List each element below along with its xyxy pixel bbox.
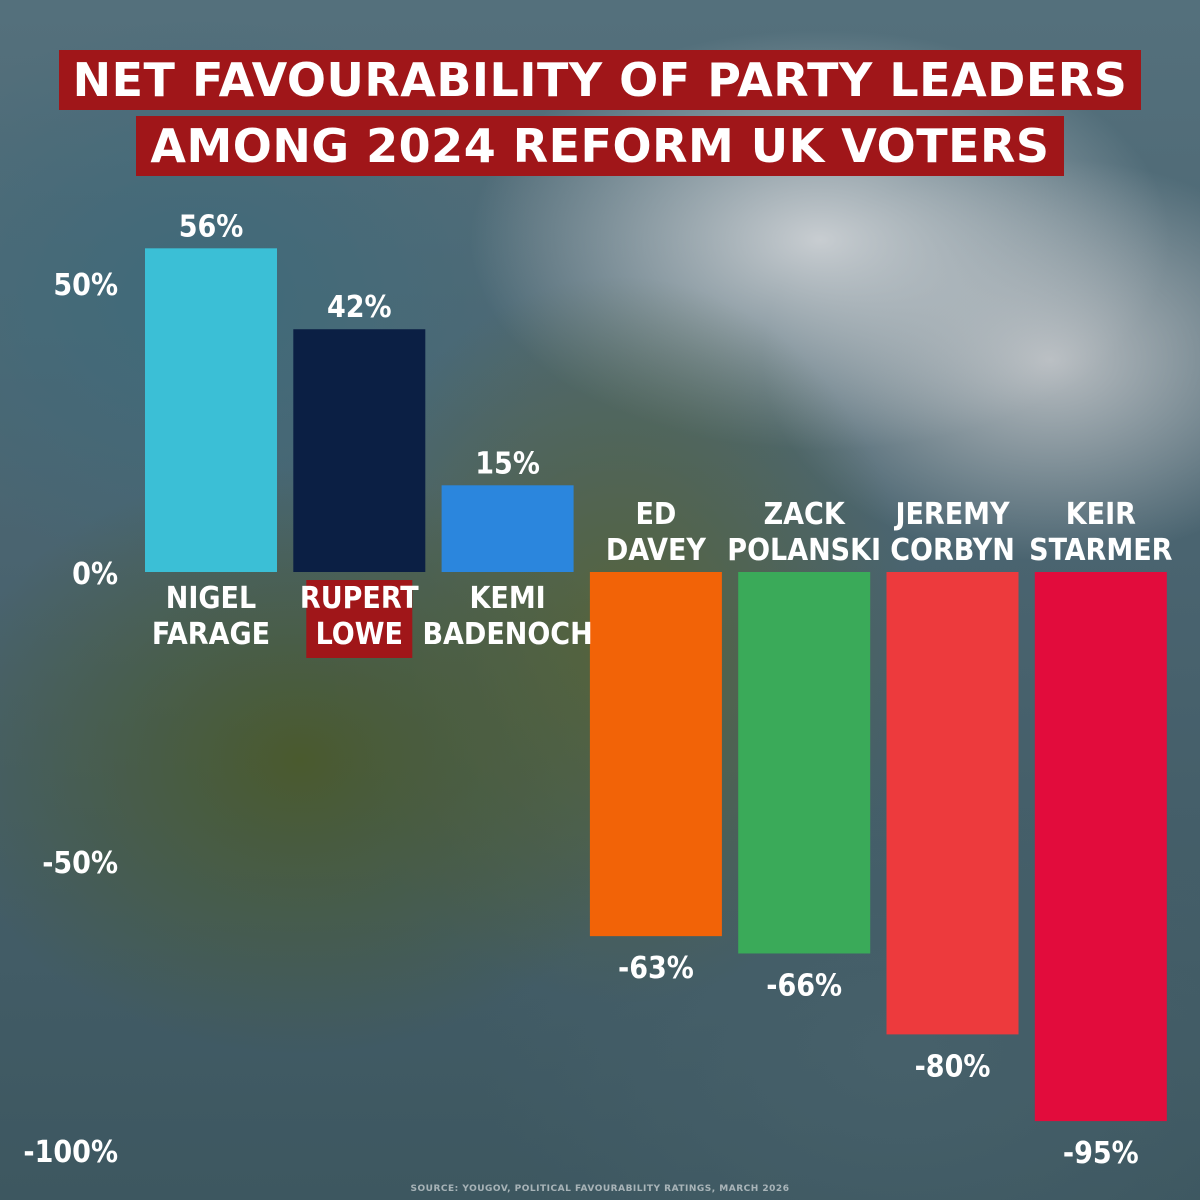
y-tick-label: 50%: [53, 268, 118, 303]
category-label: FARAGE: [152, 617, 270, 652]
category-label: CORBYN: [890, 533, 1015, 568]
bar: [589, 572, 722, 937]
data-label: -66%: [766, 968, 842, 1003]
category-label: ZACK: [764, 497, 846, 532]
category-label: KEIR: [1066, 497, 1136, 532]
data-label: 42%: [327, 290, 392, 325]
category-label: NIGEL: [166, 581, 256, 616]
category-label: LOWE: [316, 617, 403, 652]
bar: [886, 572, 1019, 1035]
category-label: DAVEY: [606, 533, 707, 568]
category-label: JEREMY: [893, 497, 1010, 532]
title-line-2: AMONG 2024 REFORM UK VOTERS: [136, 116, 1064, 176]
category-label: BADENOCH: [422, 617, 592, 652]
bar: [738, 572, 871, 954]
chart-title: NET FAVOURABILITY OF PARTY LEADERS AMONG…: [0, 50, 1200, 176]
y-axis: 50% 0% -50% -100%: [23, 268, 118, 1170]
bars: [145, 248, 1167, 1122]
y-tick-label: -100%: [23, 1135, 118, 1170]
bar: [1034, 572, 1167, 1122]
data-label: 56%: [179, 209, 244, 244]
y-tick-label: -50%: [42, 846, 118, 881]
category-label: POLANSKI: [727, 533, 881, 568]
bar: [293, 329, 426, 572]
category-label: RUPERT: [300, 581, 419, 616]
data-label: -80%: [915, 1049, 991, 1084]
title-line-1: NET FAVOURABILITY OF PARTY LEADERS: [58, 50, 1142, 110]
source-note: SOURCE: YOUGOV, POLITICAL FAVOURABILITY …: [410, 1184, 790, 1194]
bar: [441, 485, 574, 572]
data-label: -95%: [1063, 1136, 1139, 1171]
data-label: -63%: [618, 951, 694, 986]
category-highlight: [306, 580, 413, 658]
category-label: STARMER: [1029, 533, 1173, 568]
category-label: ED: [635, 497, 676, 532]
category-label: KEMI: [469, 581, 545, 616]
bar: [145, 248, 277, 572]
data-label: 15%: [475, 446, 540, 481]
y-tick-label: 0%: [72, 557, 118, 592]
